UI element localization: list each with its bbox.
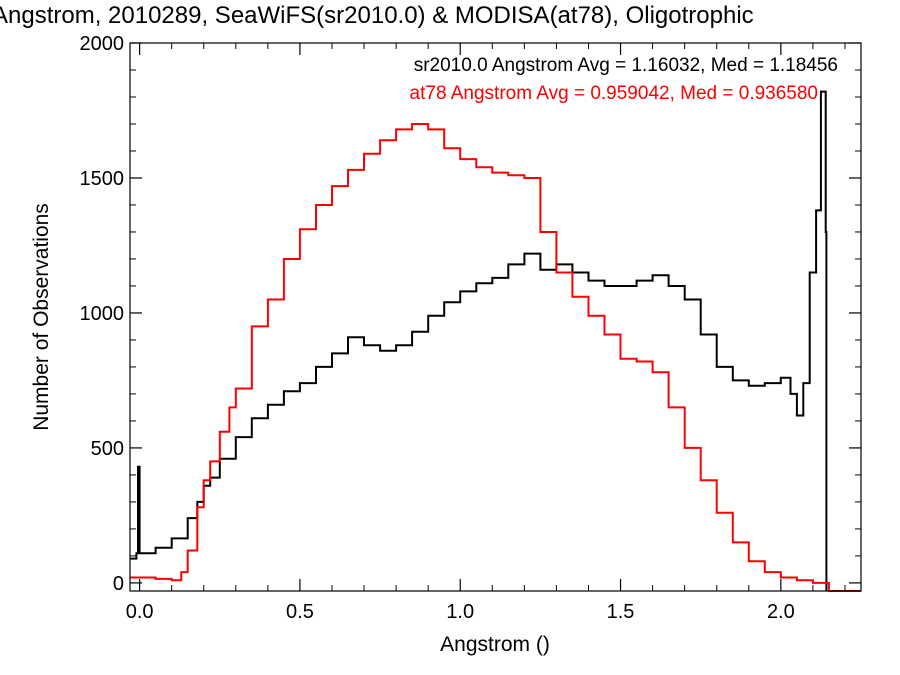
plot-frame: [129, 42, 862, 592]
annotation-red: at78 Angstrom Avg = 0.959042, Med = 0.93…: [410, 83, 818, 104]
series-line-1: [130, 123, 861, 592]
y-tick-label: 1500: [80, 168, 125, 190]
annotation-black: sr2010.0 Angstrom Avg = 1.16032, Med = 1…: [414, 55, 838, 76]
y-tick-label: 1000: [80, 303, 125, 325]
series-line-0: [130, 90, 828, 591]
y-tick-label: 2000: [80, 33, 125, 55]
y-tick-label: 0: [113, 573, 124, 595]
y-axis: 0 500 1000 1500 2000: [80, 33, 861, 595]
x-axis: 0.0 0.5 1.0 1.5 2.0: [126, 43, 846, 623]
chart-title: Angstrom, 2010289, SeaWiFS(sr2010.0) & M…: [0, 2, 754, 29]
x-tick-label: 0.5: [286, 601, 314, 623]
x-tick-label: 0.0: [126, 601, 154, 623]
x-axis-label: Angstrom (): [440, 633, 550, 656]
y-axis-label: Number of Observations: [30, 203, 53, 431]
x-tick-label: 1.5: [607, 601, 635, 623]
y-tick-label: 500: [91, 438, 124, 460]
series-layer: [130, 90, 861, 592]
x-tick-label: 2.0: [767, 601, 795, 623]
x-tick-label: 1.0: [446, 601, 474, 623]
